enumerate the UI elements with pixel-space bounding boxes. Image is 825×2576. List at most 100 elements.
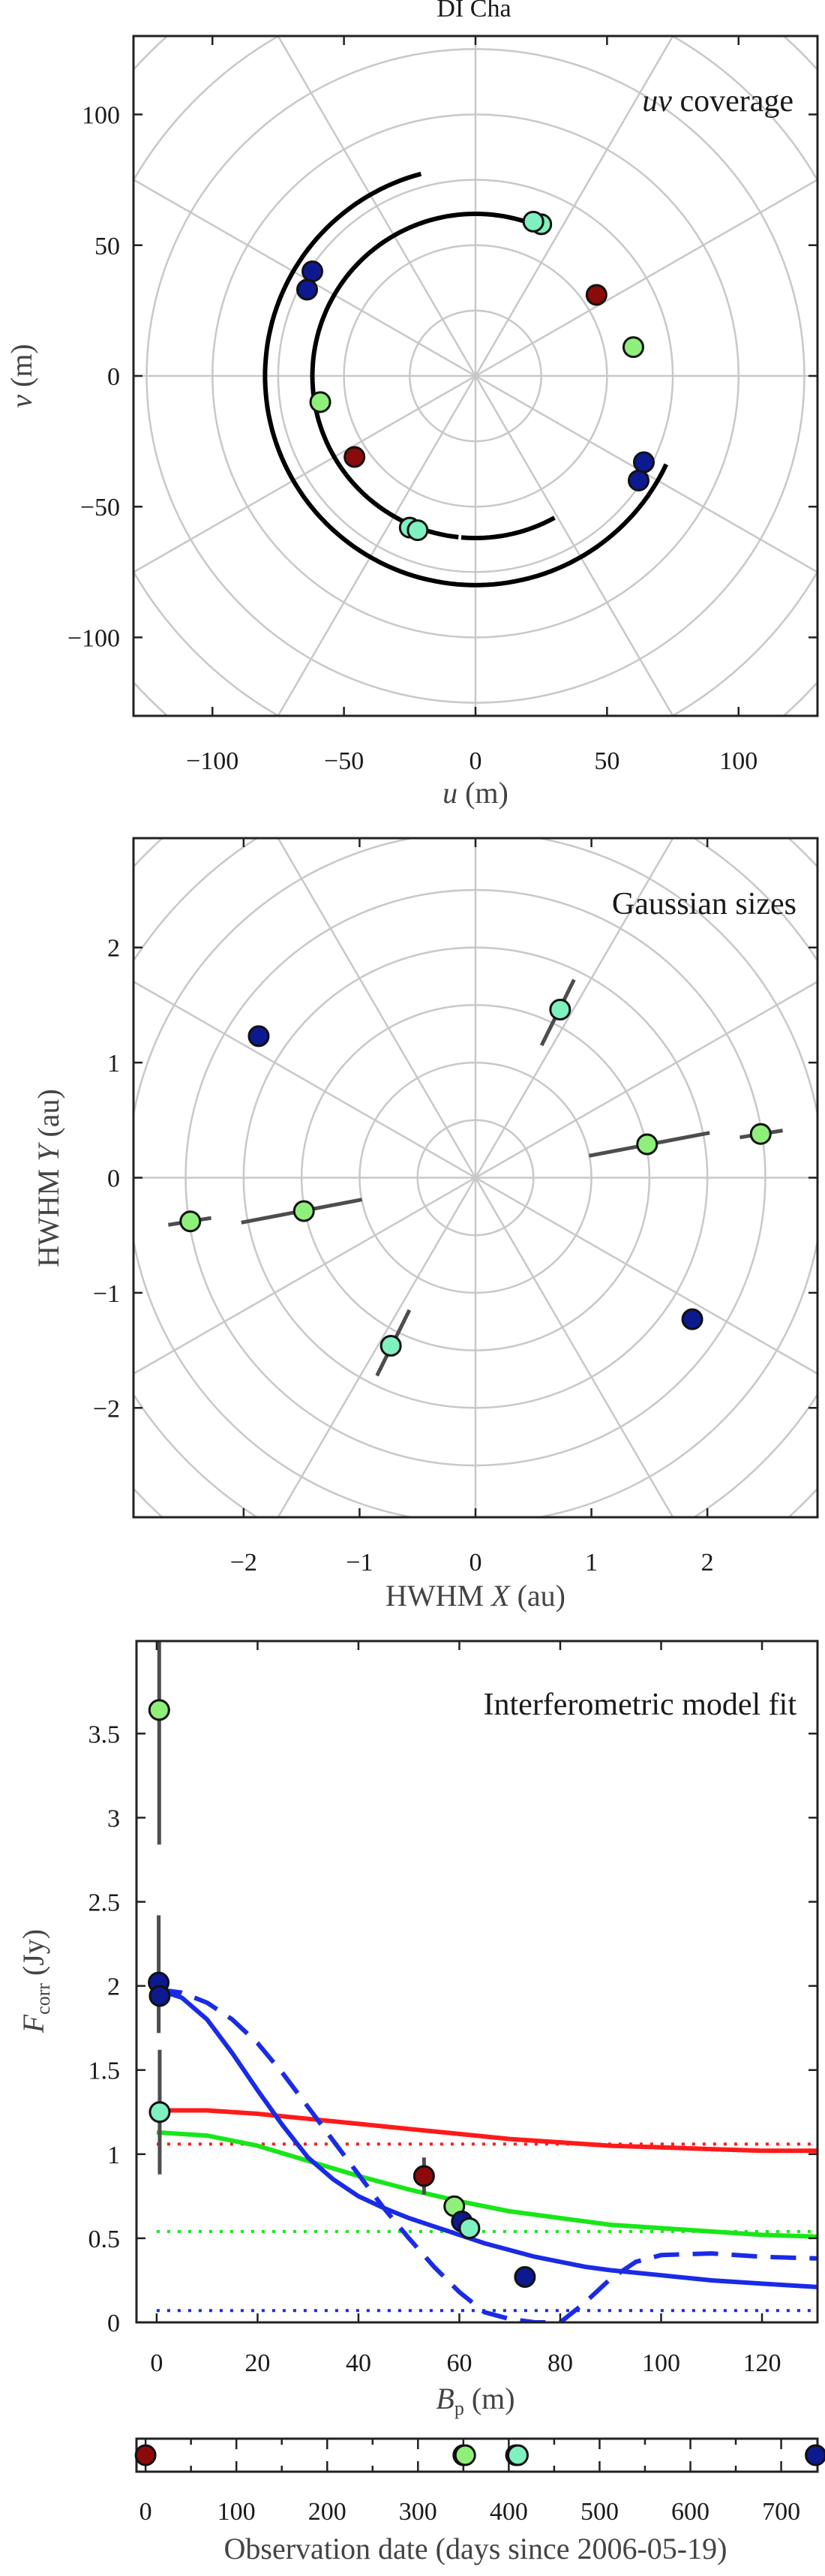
fit-y-tick-label: 3	[107, 1805, 120, 1832]
sizes-x-tick-label: 2	[701, 1549, 714, 1577]
sizes-point	[179, 1210, 202, 1233]
uv-points	[296, 210, 655, 542]
dates-points	[134, 2444, 825, 2466]
uv-x-ticks: −100 −50 0 50 100	[186, 36, 758, 775]
dates-point	[506, 2444, 529, 2466]
sizes-polar-grid	[134, 838, 818, 1517]
figure-title: DI Cha	[436, 0, 511, 23]
fit-y-tick-label: 2	[107, 1973, 120, 2001]
uv-title: uv coverage	[642, 84, 794, 119]
fit-point	[148, 1985, 171, 2007]
uv-point	[585, 284, 608, 306]
dates-tick-label: 200	[308, 2498, 346, 2526]
uv-point	[622, 336, 644, 359]
fit-point	[514, 2265, 536, 2288]
fit-curve-dashed	[156, 1987, 818, 2322]
fit-x-tick-label: 120	[743, 2349, 782, 2377]
sizes-point	[380, 1334, 402, 1357]
uv-point	[406, 519, 429, 542]
sizes-y-tick-label: 0	[107, 1165, 120, 1193]
dates-tick-label: 600	[671, 2498, 710, 2526]
sizes-point	[248, 1025, 270, 1048]
uv-track-arc	[283, 171, 422, 289]
sizes-x-ticks: −2 −1 0 1 2	[230, 838, 714, 1577]
sizes-y-ticks: −2 −1 0 1 2	[93, 935, 818, 1423]
dates-axes-frame	[135, 2437, 819, 2473]
fit-point	[412, 2165, 435, 2187]
fit-curve-solid	[155, 1987, 818, 2289]
uv-point	[344, 446, 366, 468]
fit-point	[148, 1699, 170, 1721]
fit-points	[148, 1699, 536, 2288]
gaussian-sizes-panel: −2 −1 0 1 2 −2 −1 0 1 2 Gaussian sizes HWHM X (a…	[32, 837, 819, 1613]
model-fit-panel: 0 20 40 60 80 100 120 0 0.5 1 1.5 2 2.5 3 3.5 Interfe…	[16, 1640, 819, 2419]
uv-grid-circle	[134, 36, 818, 716]
dates-tick-label: 500	[580, 2498, 619, 2526]
sizes-y-tick-label: −1	[93, 1280, 120, 1308]
uv-grid-spoke	[277, 36, 674, 716]
uv-y-tick-label: −50	[80, 494, 120, 522]
uv-x-tick-label: 100	[719, 747, 758, 775]
observation-dates-panel: 0 100 200 300 400 500 600 700 Observation date …	[134, 2437, 825, 2565]
dates-tick-label: 700	[762, 2498, 800, 2526]
uv-y-label: v (m)	[4, 344, 38, 408]
fit-point	[148, 2101, 171, 2124]
uv-x-tick-label: −100	[186, 747, 238, 775]
sizes-y-tick-label: 1	[107, 1050, 120, 1078]
sizes-y-label: HWHM Y (au)	[32, 1089, 65, 1267]
sizes-title: Gaussian sizes	[612, 887, 796, 921]
uv-y-tick-label: 50	[94, 233, 120, 260]
sizes-y-tick-label: −2	[93, 1395, 120, 1423]
sizes-point	[549, 999, 572, 1021]
uv-point	[296, 278, 319, 301]
sizes-point	[749, 1123, 772, 1145]
dates-tick-label: 100	[218, 2498, 256, 2526]
fit-y-ticks: 0 0.5 1 1.5 2 2.5 3 3.5	[88, 1721, 818, 2337]
dates-point	[454, 2444, 476, 2466]
fit-axes-frame	[135, 1640, 819, 2324]
uv-track-arc	[392, 211, 532, 238]
uv-point	[627, 469, 650, 491]
dates-tick-label: 400	[490, 2498, 528, 2526]
fit-curve-solid	[156, 2108, 818, 2154]
sizes-x-label: HWHM X (au)	[386, 1579, 566, 1613]
fit-y-tick-label: 3.5	[88, 1721, 121, 1748]
fit-title: Interferometric model fit	[484, 1688, 797, 1722]
fit-y-tick-label: 0	[107, 2310, 120, 2337]
uv-track-arc	[529, 463, 668, 581]
sizes-grid-spoke	[134, 980, 818, 1375]
uv-track-arc	[460, 516, 556, 540]
fit-x-tick-label: 60	[446, 2349, 472, 2377]
uv-grid-spoke	[134, 179, 818, 573]
uv-grid-spoke	[277, 36, 674, 716]
uv-point	[302, 260, 324, 283]
fit-y-tick-label: 1.5	[88, 2057, 121, 2085]
uv-y-tick-label: 0	[107, 363, 120, 391]
uv-polar-grid	[134, 36, 818, 716]
sizes-x-tick-label: −2	[230, 1549, 257, 1577]
uv-grid-spoke	[134, 179, 818, 573]
uv-x-tick-label: 50	[594, 747, 620, 775]
fit-x-tick-label: 40	[346, 2349, 371, 2377]
sizes-point	[292, 1200, 315, 1222]
dates-point	[805, 2444, 825, 2466]
sizes-x-tick-label: 0	[470, 1549, 482, 1577]
uv-point	[522, 210, 544, 233]
uv-point	[309, 391, 332, 413]
sizes-points	[179, 999, 772, 1357]
sizes-x-tick-label: 1	[585, 1549, 598, 1577]
fit-y-tick-label: 2.5	[88, 1889, 121, 1917]
uv-x-label: u (m)	[442, 776, 508, 810]
sizes-x-tick-label: −1	[346, 1549, 373, 1577]
uv-point	[632, 451, 655, 473]
dates-x-label: Observation date (days since 2006-05-19)	[224, 2532, 728, 2565]
fit-y-label: Fcorr (Jy)	[16, 1929, 54, 2034]
fit-curves	[155, 1987, 818, 2322]
sizes-point	[681, 1308, 704, 1330]
uv-x-tick-label: 0	[470, 747, 482, 775]
fit-x-ticks: 0 20 40 60 80 100 120	[150, 1641, 782, 2377]
uv-y-tick-label: 100	[82, 102, 120, 130]
dates-tick-label: 300	[399, 2498, 437, 2526]
